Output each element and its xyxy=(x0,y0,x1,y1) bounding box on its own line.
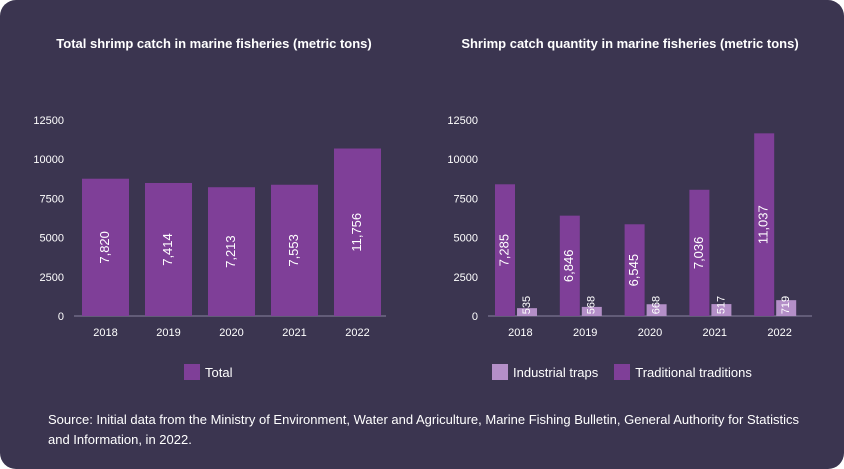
right-chart-title: Shrimp catch quantity in marine fisherie… xyxy=(461,36,799,51)
left-legend: Total xyxy=(184,364,248,380)
left-bar xyxy=(208,187,255,316)
legend-item-traditional: Traditional traditions xyxy=(614,364,752,380)
right-bar-traditional xyxy=(624,224,645,316)
left-xtick-label: 2019 xyxy=(156,327,180,339)
left-ytick-label: 10000 xyxy=(33,154,64,166)
left-xtick-label: 2022 xyxy=(345,327,369,339)
left-bar-data-label: 7,820 xyxy=(97,231,112,264)
right-ytick-label: 10000 xyxy=(447,154,478,166)
left-ytick-label: 7500 xyxy=(40,193,64,205)
right-ytick-label: 0 xyxy=(472,311,478,323)
legend-label-traditional: Traditional traditions xyxy=(635,364,752,380)
left-ytick-label: 2500 xyxy=(40,272,64,284)
right-bar-data-label-traditional: 7,036 xyxy=(691,237,706,270)
left-ytick-label: 0 xyxy=(58,311,64,323)
legend-swatch-industrial xyxy=(492,364,508,380)
legend-item-industrial: Industrial traps xyxy=(492,364,598,380)
right-xtick-label: 2020 xyxy=(638,327,662,339)
right-bar-traditional xyxy=(754,133,775,316)
left-bar-data-label: 7,414 xyxy=(160,233,175,266)
legend-item-total: Total xyxy=(184,364,232,380)
right-bar-data-label-traditional: 6,846 xyxy=(561,250,576,283)
left-bar xyxy=(145,183,192,316)
right-bar-industrial xyxy=(711,304,732,316)
right-bar-industrial xyxy=(646,304,667,316)
right-bar-data-label-traditional: 11,037 xyxy=(756,205,771,244)
left-ytick-label: 5000 xyxy=(40,233,64,245)
left-chart-title: Total shrimp catch in marine fisheries (… xyxy=(56,36,372,51)
right-bar-data-label-industrial: 568 xyxy=(586,296,598,314)
legend-swatch-total xyxy=(184,364,200,380)
right-xtick-label: 2018 xyxy=(508,327,532,339)
right-bar-industrial xyxy=(581,306,602,316)
right-legend: Industrial traps Traditional traditions xyxy=(492,364,768,380)
right-xtick-label: 2022 xyxy=(767,327,791,339)
right-bar-data-label-industrial: 719 xyxy=(780,296,792,314)
right-bar-industrial xyxy=(776,300,797,316)
legend-swatch-traditional xyxy=(614,364,631,380)
left-xtick-label: 2020 xyxy=(219,327,243,339)
right-bar-traditional xyxy=(495,184,515,316)
right-ytick-label: 5000 xyxy=(454,233,478,245)
left-bar-data-label: 11,756 xyxy=(349,213,364,252)
legend-label-industrial: Industrial traps xyxy=(513,364,599,380)
right-ytick-label: 12500 xyxy=(447,115,478,127)
right-bar-data-label-industrial: 668 xyxy=(651,296,663,314)
left-xtick-label: 2018 xyxy=(93,327,117,339)
right-bar-data-label-industrial: 517 xyxy=(715,296,727,314)
right-xtick-label: 2019 xyxy=(573,327,597,339)
right-bar-traditional xyxy=(559,215,580,316)
left-bar-data-label: 7,553 xyxy=(286,234,301,267)
left-ytick-label: 12500 xyxy=(33,115,64,127)
source-note: Source: Initial data from the Ministry o… xyxy=(48,412,799,447)
left-bar xyxy=(271,184,318,316)
right-bar-industrial xyxy=(517,308,537,316)
left-bar xyxy=(334,148,381,316)
right-xtick-label: 2021 xyxy=(703,327,727,339)
left-xtick-label: 2021 xyxy=(282,327,306,339)
right-bar-traditional xyxy=(689,189,710,316)
right-ytick-label: 2500 xyxy=(454,272,478,284)
right-ytick-label: 7500 xyxy=(454,193,478,205)
right-bar-data-label-industrial: 535 xyxy=(521,296,533,314)
right-bar-data-label-traditional: 7,285 xyxy=(496,234,511,267)
left-bar-data-label: 7,213 xyxy=(223,235,238,268)
legend-label-total: Total xyxy=(205,364,233,380)
left-bar xyxy=(82,178,129,316)
right-bar-data-label-traditional: 6,545 xyxy=(626,254,641,287)
